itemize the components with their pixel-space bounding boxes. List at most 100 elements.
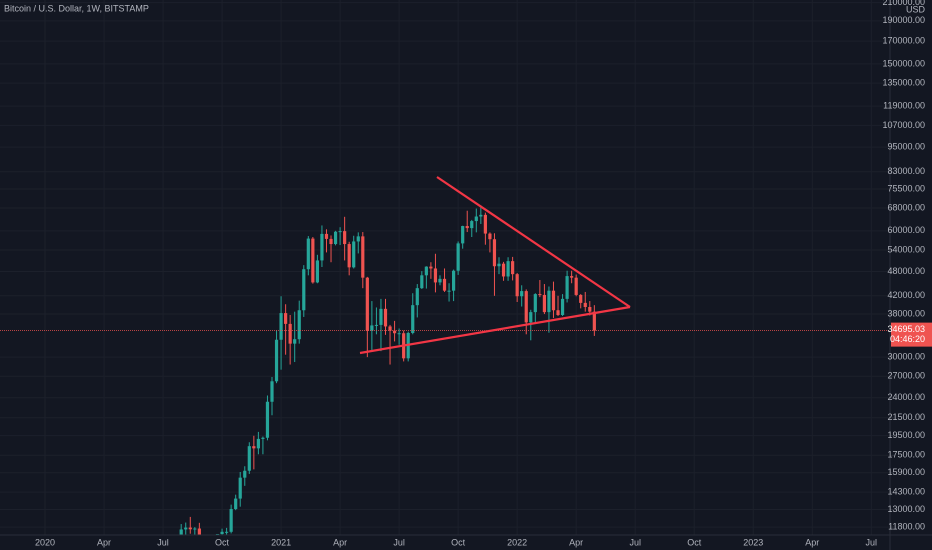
candle-body [388, 326, 392, 331]
candle-body [474, 216, 478, 222]
candle-body [415, 288, 419, 306]
candle-body [411, 305, 415, 333]
candle-body [329, 238, 333, 245]
candle-body [279, 313, 283, 340]
candle-body [297, 310, 301, 340]
drawings [359, 176, 631, 355]
y-tick-label: 17500.00 [887, 450, 925, 460]
y-tick-label: 42000.00 [887, 290, 925, 300]
candle-body [247, 446, 251, 471]
y-tick-label: 119000.00 [883, 100, 925, 110]
candle-body [565, 276, 569, 299]
x-tick-label: Oct [215, 537, 230, 547]
y-tick-label: 210000.00 [882, 0, 925, 7]
candle-body [288, 323, 292, 344]
candle-body [570, 276, 574, 278]
candle-body [238, 477, 242, 499]
x-tick-label: 2021 [271, 537, 291, 547]
candle-body [324, 233, 329, 239]
candle-body [220, 531, 224, 535]
candle-body [383, 308, 388, 327]
y-tick-label: 14300.00 [887, 486, 925, 496]
candle-body [438, 278, 442, 283]
y-tick-label: 68000.00 [887, 202, 925, 212]
candle-body [261, 437, 265, 439]
candle-body [501, 263, 506, 277]
candle-body [179, 529, 183, 535]
candle-body [470, 221, 474, 229]
candle-body [579, 294, 583, 303]
x-tick-label: 2023 [743, 537, 763, 547]
candle-body [574, 277, 578, 295]
candle-body [392, 330, 397, 334]
candle-body [433, 268, 438, 283]
candle-body [515, 274, 519, 297]
y-tick-label: 83000.00 [887, 166, 925, 176]
y-tick-label: 95000.00 [887, 141, 925, 151]
candle-body [452, 270, 456, 291]
x-tick-label: Apr [97, 537, 111, 547]
candle-body [361, 236, 365, 278]
candle-body [252, 446, 256, 449]
candle-body [234, 498, 238, 510]
candle-body [511, 261, 515, 275]
currency-label: USD [906, 4, 926, 14]
x-tick-label: 2020 [35, 537, 55, 547]
candle-body [274, 339, 279, 382]
candle-body [270, 381, 274, 402]
y-tick-label: 135000.00 [882, 77, 925, 87]
x-tick-label: Apr [805, 537, 819, 547]
candle-body [265, 401, 270, 438]
candle-body [256, 438, 260, 449]
trendline [436, 176, 631, 308]
y-tick-label: 15900.00 [887, 467, 925, 477]
y-tick-label: 60000.00 [887, 225, 925, 235]
candle-body [547, 290, 551, 313]
candle-body [592, 311, 596, 331]
candle-body [188, 527, 192, 530]
candle-body [588, 306, 592, 312]
candle-body [461, 226, 465, 244]
x-tick-label: Jul [393, 537, 405, 547]
x-tick-label: Jul [157, 537, 169, 547]
candle-body [560, 298, 565, 316]
candle-body [311, 238, 315, 283]
candle-body [184, 527, 188, 530]
x-tick-label: Apr [333, 537, 347, 547]
price-label: 34695.03 [887, 324, 925, 334]
candle-body [506, 261, 510, 277]
y-tick-label: 48000.00 [887, 266, 925, 276]
y-tick-label: 150000.00 [882, 58, 925, 68]
x-tick-label: Jul [629, 537, 641, 547]
trendline [359, 305, 631, 355]
candle-body [229, 509, 233, 532]
y-tick-label: 11800.00 [888, 521, 925, 531]
candle-body [365, 277, 369, 331]
candle-body [197, 528, 201, 535]
y-tick-label: 24000.00 [887, 392, 925, 402]
candle-body [551, 290, 556, 311]
x-tick-label: 2022 [507, 537, 527, 547]
candle-body [538, 294, 542, 296]
candle-body [352, 241, 356, 268]
candle-body [193, 528, 197, 530]
candle-body [315, 260, 319, 283]
candle-body [520, 291, 524, 297]
candle-body [542, 294, 546, 313]
y-tick-label: 75500.00 [887, 183, 925, 193]
candle-body [370, 325, 374, 331]
chart-title: Bitcoin / U.S. Dollar, 1W, BITSTAMP [4, 3, 149, 13]
x-tick-label: Jul [866, 537, 878, 547]
candle-body [333, 231, 338, 245]
y-tick-label: 13000.00 [887, 504, 925, 514]
candle-body [447, 290, 451, 292]
candle-body [347, 244, 351, 268]
candle-body [479, 214, 483, 217]
candle-body [243, 470, 247, 478]
candle-body [284, 313, 288, 324]
candle-body [420, 275, 424, 289]
candle-body [356, 236, 360, 242]
y-tick-label: 54000.00 [887, 244, 925, 254]
